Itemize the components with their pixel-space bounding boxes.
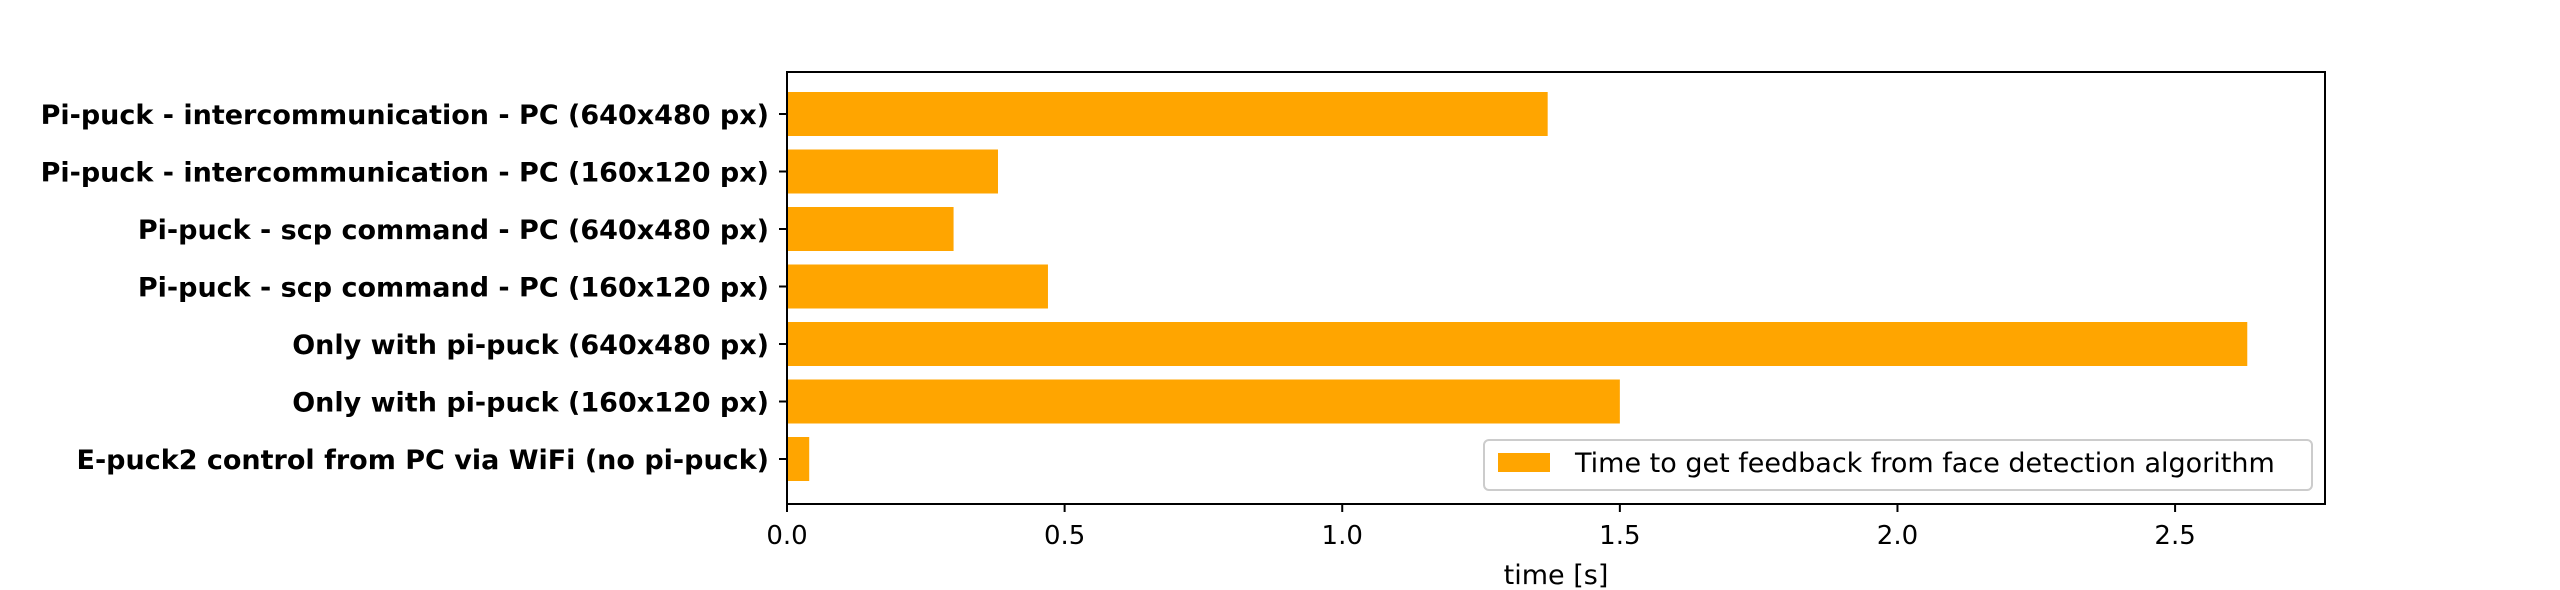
x-tick-label: 2.0 (1877, 521, 1918, 551)
bar (787, 437, 810, 481)
category-label: Pi-puck - intercommunication - PC (160x1… (41, 158, 769, 189)
bar (787, 92, 1548, 136)
bar (787, 322, 2248, 366)
x-axis-label: time [s] (1504, 560, 1609, 590)
bars-group (787, 92, 2248, 481)
bar (787, 264, 1048, 309)
category-labels: Pi-puck - intercommunication - PC (640x4… (41, 100, 787, 476)
category-label: E-puck2 control from PC via WiFi (no pi-… (77, 445, 769, 476)
category-label: Pi-puck - intercommunication - PC (640x4… (41, 100, 769, 131)
plot-frame (786, 71, 2326, 505)
bar (787, 207, 954, 251)
x-ticks: 0.0 0.5 1.0 1.5 2.0 2.5 (766, 504, 2196, 551)
x-tick-label: 1.5 (1599, 521, 1640, 551)
category-label: Only with pi-puck (160x120 px) (292, 388, 769, 419)
x-tick-label: 1.0 (1322, 521, 1363, 551)
x-tick-label: 0.0 (766, 521, 807, 551)
category-label: Pi-puck - scp command - PC (640x480 px) (138, 215, 769, 246)
category-label: Pi-puck - scp command - PC (160x120 px) (138, 273, 769, 304)
legend: Time to get feedback from face detection… (1483, 439, 2313, 491)
category-label: Only with pi-puck (640x480 px) (292, 330, 769, 361)
x-tick-label: 0.5 (1044, 521, 1085, 551)
legend-frame (1483, 439, 2313, 491)
bar (787, 379, 1620, 424)
legend-label: Time to get feedback from face detection… (1574, 448, 2275, 479)
legend-swatch (1498, 453, 1550, 472)
x-tick-label: 2.5 (2154, 521, 2195, 551)
bar (787, 149, 998, 194)
